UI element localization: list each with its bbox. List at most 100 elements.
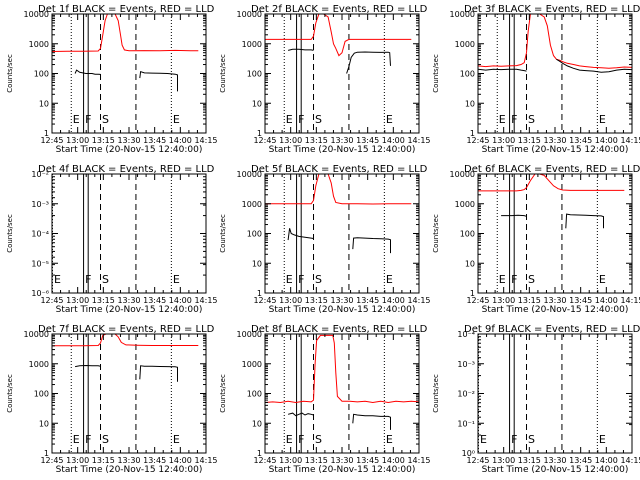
panel-title: Det 2f BLACK = Events, RED = LLD	[251, 4, 428, 15]
y-axis-label: Counts/sec	[432, 214, 440, 253]
series-line-events	[352, 237, 391, 254]
y-tick-label: 100	[247, 230, 262, 239]
y-tick-label: 10000	[237, 170, 262, 179]
event-marker-label: S	[528, 433, 535, 446]
x-tick-label: 13:00	[279, 296, 302, 305]
y-axis-label: Counts/sec	[219, 214, 227, 253]
x-tick-label: 14:00	[595, 456, 618, 465]
x-tick-label: 12:45	[253, 136, 276, 145]
x-tick-label: 13:00	[279, 136, 302, 145]
x-tick-label: 14:15	[407, 136, 430, 145]
event-marker-label: E	[173, 113, 180, 126]
x-tick-label: 14:00	[595, 296, 618, 305]
x-tick-label: 13:00	[492, 296, 515, 305]
x-tick-label: 14:00	[382, 456, 405, 465]
y-tick-label: 10	[252, 259, 262, 268]
x-tick-label: 13:30	[543, 456, 566, 465]
y-tick-label: 10⁰	[462, 449, 475, 458]
x-tick-label: 13:45	[569, 296, 592, 305]
event-marker-label: S	[102, 433, 109, 446]
y-tick-label: 10⁻⁴	[457, 330, 475, 339]
x-tick-label: 12:45	[466, 296, 489, 305]
x-tick-label: 12:45	[466, 456, 489, 465]
event-marker-label: E	[499, 113, 506, 126]
series-line-events	[75, 364, 101, 368]
y-tick-label: 10⁻³	[31, 200, 49, 209]
y-tick-label: 10000	[237, 330, 262, 339]
x-tick-label: 12:45	[466, 136, 489, 145]
y-tick-label: 10⁻¹	[457, 419, 475, 428]
y-axis-label: Counts/sec	[219, 54, 227, 93]
panel-det-5: Det 5f BLACK = Events, RED = LLD Counts/s…	[219, 164, 431, 315]
x-axis-label: Start Time (20-Nov-15 12:40:00)	[482, 305, 629, 315]
event-marker-label: S	[528, 273, 535, 286]
y-tick-label: 1000	[29, 40, 49, 49]
event-marker-label: E	[499, 273, 506, 286]
x-tick-label: 13:30	[330, 456, 353, 465]
event-marker-label: E	[386, 433, 393, 446]
panel-title: Det 5f BLACK = Events, RED = LLD	[251, 164, 428, 175]
series-line-events	[287, 48, 314, 51]
y-tick-label: 100	[247, 390, 262, 399]
y-tick-label: 10	[39, 99, 49, 108]
x-tick-label: 12:45	[40, 456, 63, 465]
panel-title: Det 7f BLACK = Events, RED = LLD	[38, 324, 215, 335]
y-tick-label: 1000	[242, 360, 262, 369]
event-marker-label: S	[315, 273, 322, 286]
x-axis-label: Start Time (20-Nov-15 12:40:00)	[269, 305, 416, 315]
panel-det-2: Det 2f BLACK = Events, RED = LLD Counts/s…	[219, 4, 431, 155]
x-tick-label: 13:45	[143, 136, 166, 145]
series-line-events	[287, 412, 314, 417]
series-line-events	[139, 71, 178, 92]
panel-title: Det 3f BLACK = Events, RED = LLD	[464, 4, 640, 15]
x-tick-label: 14:00	[169, 136, 192, 145]
x-tick-label: 13:45	[143, 456, 166, 465]
x-tick-label: 13:45	[569, 136, 592, 145]
y-tick-label: 10	[465, 259, 475, 268]
x-tick-label: 13:15	[518, 136, 541, 145]
y-tick-label: 10⁻³	[457, 360, 475, 369]
x-tick-label: 14:00	[382, 136, 405, 145]
panel-det-1: Det 1f BLACK = Events, RED = LLD Counts/s…	[6, 4, 218, 155]
y-tick-label: 1	[257, 449, 262, 458]
x-tick-label: 13:30	[117, 456, 140, 465]
x-tick-label: 13:30	[117, 296, 140, 305]
x-tick-label: 13:15	[305, 456, 328, 465]
y-tick-label: 10000	[237, 10, 262, 19]
event-marker-label: S	[315, 433, 322, 446]
x-axis-label: Start Time (20-Nov-15 12:40:00)	[482, 145, 629, 155]
x-axis-label: Start Time (20-Nov-15 12:40:00)	[269, 465, 416, 475]
x-tick-label: 12:45	[40, 296, 63, 305]
panel-det-4: Det 4f BLACK = Events, RED = LLD Counts/s…	[6, 164, 218, 315]
y-tick-label: 10	[252, 99, 262, 108]
y-tick-label: 1	[44, 129, 49, 138]
y-tick-label: 10⁻²	[31, 170, 49, 179]
series-line-lld	[52, 333, 199, 347]
x-tick-label: 13:15	[518, 296, 541, 305]
series-line-lld	[477, 13, 633, 69]
y-tick-label: 10⁻⁵	[31, 259, 49, 268]
y-tick-label: 10	[465, 99, 475, 108]
y-tick-label: 100	[34, 70, 49, 79]
y-tick-label: 10000	[450, 170, 475, 179]
x-tick-label: 13:00	[492, 136, 515, 145]
x-tick-label: 13:00	[66, 296, 89, 305]
x-tick-label: 13:00	[492, 456, 515, 465]
x-tick-label: 14:15	[194, 296, 217, 305]
x-tick-label: 12:45	[253, 296, 276, 305]
y-tick-label: 1000	[455, 200, 475, 209]
x-tick-label: 14:15	[620, 136, 640, 145]
x-tick-label: 14:00	[169, 296, 192, 305]
x-tick-label: 13:30	[543, 296, 566, 305]
y-tick-label: 1000	[242, 40, 262, 49]
series-line-lld	[478, 173, 625, 192]
event-marker-label: E	[599, 433, 606, 446]
y-tick-label: 1	[470, 289, 475, 298]
x-tick-label: 13:30	[330, 296, 353, 305]
x-tick-label: 14:00	[595, 136, 618, 145]
y-tick-label: 1000	[242, 200, 262, 209]
series-line-lld	[51, 13, 199, 52]
series-line-events	[352, 413, 391, 430]
panel-title: Det 4f BLACK = Events, RED = LLD	[38, 164, 215, 175]
y-tick-label: 10000	[450, 10, 475, 19]
